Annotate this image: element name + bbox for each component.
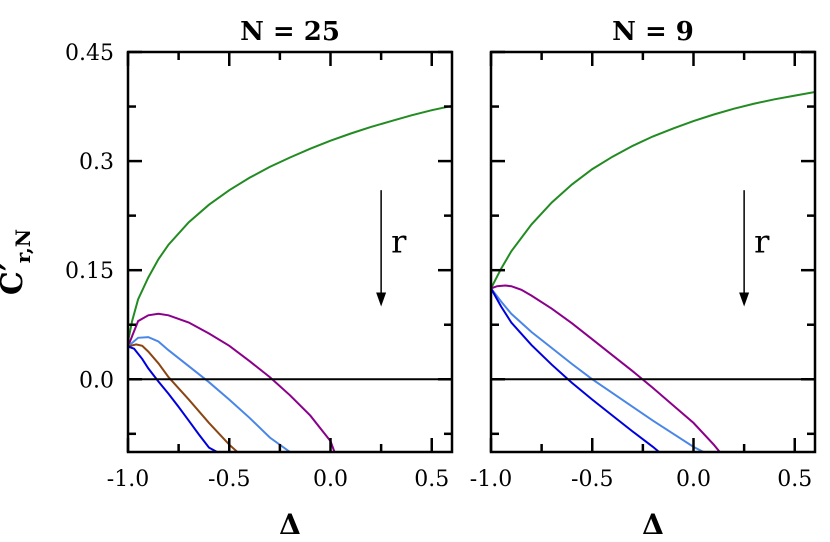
series-line-1	[128, 104, 452, 342]
annotation-label: r	[754, 222, 770, 260]
series-line-1	[491, 91, 815, 289]
series-line-5	[128, 345, 218, 452]
x-tick-label: 0.0	[676, 467, 711, 492]
series-group	[491, 91, 815, 452]
y-tick-label: 0.45	[65, 41, 114, 66]
x-axis-label: Δ	[642, 508, 664, 541]
x-tick-label: -1.0	[470, 467, 512, 492]
annotation-arrowhead	[376, 292, 387, 307]
y-tick-label: 0.15	[65, 259, 114, 284]
panel-1: N = 25 0.0 0.15 0.3 0.45 -1.0 -0.5 0.0 0.5 Δr	[65, 17, 454, 541]
x-tick-label: -1.0	[107, 467, 149, 492]
series-line-4	[128, 343, 239, 452]
annotation-label: r	[391, 222, 407, 260]
plot-frame	[126, 50, 454, 454]
series-group	[128, 104, 452, 452]
series-line-2	[491, 284, 721, 452]
series-line-3	[128, 336, 291, 452]
x-axis-label: Δ	[279, 508, 301, 541]
annotation-arrowhead	[739, 292, 750, 307]
x-tick-label: 0.5	[414, 467, 449, 492]
y-axis-label-main: C′	[0, 263, 30, 295]
y-tick-label: 0.3	[79, 150, 114, 175]
panel-2: N = 9 -1.0 -0.5 0.0 0.5 Δr	[470, 17, 817, 541]
panel-title: N = 9	[612, 17, 694, 47]
plot-frame	[489, 50, 817, 454]
x-tick-label: -0.5	[208, 467, 250, 492]
y-tick-label: 0.0	[79, 368, 114, 393]
x-tick-label: 0.0	[313, 467, 348, 492]
x-tick-label: 0.5	[777, 467, 812, 492]
panel-title: N = 25	[240, 17, 340, 47]
y-axis-label-subscript: r,N	[11, 229, 35, 263]
series-line-3	[491, 287, 705, 452]
y-axis-label: C′r,N	[0, 229, 35, 295]
series-line-2	[128, 312, 336, 452]
x-tick-label: -0.5	[571, 467, 613, 492]
series-line-4	[491, 287, 660, 452]
